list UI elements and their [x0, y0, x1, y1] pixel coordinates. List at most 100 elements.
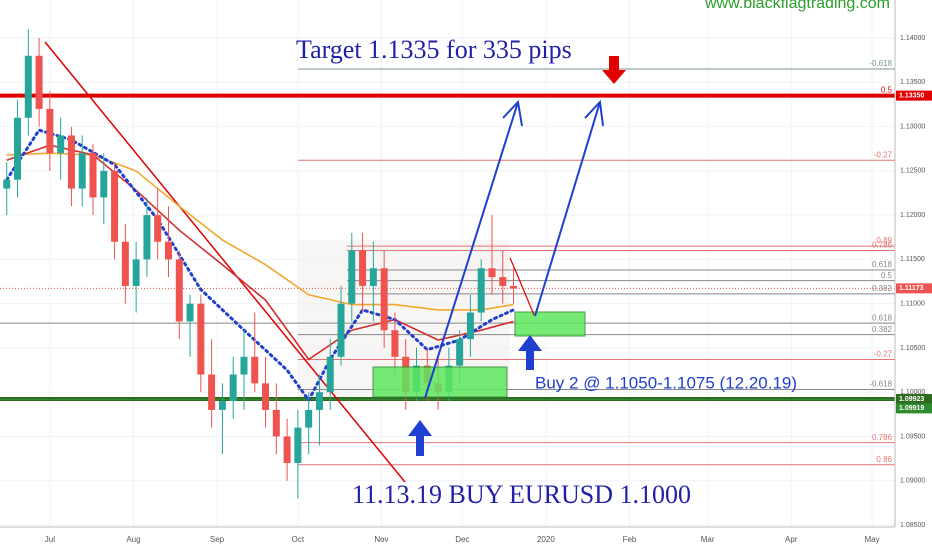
levels: -0.6180.5-0.270.890.7860.6180.50.3820.61… [0, 59, 895, 466]
candle-body [359, 250, 367, 286]
candle-body [315, 392, 323, 410]
x-tick-label: Sep [210, 535, 225, 544]
x-tick-label: Jul [45, 535, 55, 544]
annotation: 11.13.19 BUY EURUSD 1.1000 [352, 480, 691, 509]
target-arrow [534, 101, 601, 317]
projection-line [509, 257, 535, 316]
candle-body [251, 356, 259, 384]
candle-body [46, 108, 54, 154]
candle-body [3, 179, 11, 189]
buy-zone [372, 366, 508, 398]
candle-body [208, 374, 216, 410]
watermark: www.blackflagtrading.com [704, 0, 890, 12]
candle-body [262, 383, 270, 410]
candle-body [466, 312, 474, 340]
x-tick-label: Oct [292, 535, 305, 544]
price-tag-label: 1.11173 [899, 285, 924, 292]
buy-zone [514, 311, 586, 337]
y-tick-label: 1.12500 [900, 168, 925, 175]
price-tag-label: 1.09923 [899, 396, 924, 403]
fib-label: 0.89 [876, 236, 892, 245]
candle-body [24, 55, 32, 118]
fib-label: 0.5 [881, 86, 893, 95]
candle-body [121, 241, 129, 286]
candle-body [326, 356, 334, 393]
candle-body [240, 356, 248, 375]
price-tag [896, 283, 932, 294]
candle-body [35, 55, 43, 109]
buy-arrow [518, 335, 542, 370]
candle-body [100, 170, 108, 198]
y-tick-label: 1.10500 [900, 345, 925, 352]
fib-label: 0.382 [872, 325, 893, 334]
sell-arrow [602, 56, 626, 84]
candle-body [294, 427, 302, 464]
candle-body [305, 409, 313, 428]
x-tick-label: Dec [455, 535, 469, 544]
candle-body [510, 285, 518, 289]
x-tick-label: Apr [785, 535, 798, 544]
target-arrow [424, 101, 519, 399]
fib-label: 0.5 [881, 271, 893, 280]
fib-label: 0.786 [872, 241, 893, 250]
candle-body [369, 268, 377, 286]
candle-body [477, 268, 485, 313]
candle-body [272, 409, 280, 437]
x-tick-label: Aug [126, 535, 140, 544]
y-tick-label: 1.12000 [900, 212, 925, 219]
candle-body [499, 277, 507, 286]
price-tag [896, 394, 932, 405]
fib-label: 0.86 [876, 455, 892, 464]
candle-body [57, 135, 65, 154]
candle-body [111, 170, 119, 242]
x-tick-label: May [865, 535, 880, 544]
annotation: Target 1.1335 for 335 pips [296, 35, 572, 64]
fib-label: -0.618 [869, 380, 892, 389]
axes: 1.08500 1.09000 1.09500 1.10000 1.10500 1.110… [45, 35, 932, 544]
arrow-head [584, 99, 604, 127]
y-tick-label: 1.09000 [900, 478, 925, 485]
moving-average [5, 128, 515, 404]
y-tick-label: 1.09500 [900, 433, 925, 440]
price-tag-label: 1.09919 [899, 405, 924, 412]
y-tick-label: 1.11500 [900, 256, 925, 263]
candle-body [380, 268, 388, 331]
price-tag [896, 403, 932, 414]
candle-body [229, 374, 237, 402]
x-tick-label: 2020 [537, 535, 555, 544]
arrow-head [502, 99, 523, 127]
candle-body [175, 259, 183, 322]
y-tick-label: 1.13000 [900, 123, 925, 130]
candle-body [143, 215, 151, 260]
arrows [424, 99, 604, 399]
candle-body [488, 268, 496, 278]
price-tag-label: 1.13350 [899, 92, 924, 99]
candle-body [89, 153, 97, 198]
fib-label: 0.618 [872, 313, 893, 322]
y-tick-label: 1.14000 [900, 35, 925, 42]
buy-arrows [408, 335, 542, 456]
candle-body [391, 330, 399, 357]
fib-label: -0.27 [874, 150, 893, 159]
x-tick-label: Nov [374, 535, 388, 544]
y-tick-label: 1.13500 [900, 79, 925, 86]
candle-body [337, 303, 345, 357]
candle-body [67, 135, 75, 189]
y-tick-label: 1.10000 [900, 389, 925, 396]
candle-body [154, 215, 162, 242]
fib-label: 0.786 [872, 433, 893, 442]
fib-label: 0.618 [872, 260, 893, 269]
candle-body [218, 401, 226, 410]
y-tick-label: 1.08500 [900, 522, 925, 529]
candle-body [132, 259, 140, 286]
price-tag [896, 90, 932, 101]
candle-body [78, 153, 86, 189]
candle-body [348, 250, 356, 304]
candle-body [186, 303, 194, 322]
x-tick-label: Feb [623, 535, 637, 544]
annotation: Buy 2 @ 1.1050-1.1075 (12.20.19) [535, 373, 797, 392]
candle-body [456, 339, 464, 366]
buy-arrow [408, 420, 432, 456]
